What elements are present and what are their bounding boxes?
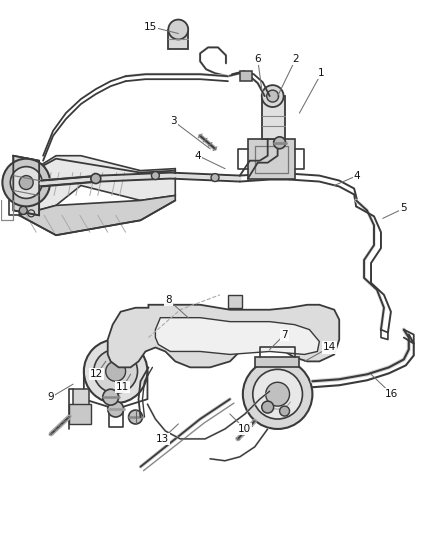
Polygon shape (155, 318, 319, 354)
Polygon shape (73, 389, 89, 414)
Circle shape (91, 174, 101, 183)
Text: 9: 9 (48, 392, 54, 402)
Circle shape (267, 90, 279, 102)
Text: 1: 1 (318, 68, 325, 78)
Text: 15: 15 (144, 21, 157, 31)
Circle shape (84, 340, 148, 403)
Circle shape (262, 401, 274, 413)
Text: 14: 14 (323, 343, 336, 352)
Text: 8: 8 (165, 295, 172, 305)
Circle shape (108, 401, 124, 417)
Circle shape (243, 359, 312, 429)
Circle shape (152, 172, 159, 180)
Polygon shape (69, 404, 91, 424)
Polygon shape (240, 71, 252, 81)
Polygon shape (13, 156, 39, 215)
Circle shape (106, 361, 126, 381)
Text: 16: 16 (385, 389, 399, 399)
Circle shape (103, 389, 119, 405)
Text: 4: 4 (195, 151, 201, 161)
Polygon shape (168, 29, 188, 50)
Circle shape (266, 382, 290, 406)
Text: 4: 4 (354, 171, 360, 181)
Polygon shape (19, 196, 175, 235)
Polygon shape (108, 305, 339, 367)
Polygon shape (262, 96, 285, 139)
Circle shape (211, 174, 219, 182)
Circle shape (168, 20, 188, 39)
Text: 13: 13 (156, 434, 169, 444)
Polygon shape (19, 156, 175, 215)
Circle shape (11, 167, 42, 198)
Circle shape (253, 369, 303, 419)
Circle shape (262, 85, 283, 107)
Circle shape (2, 159, 50, 206)
Polygon shape (248, 139, 294, 179)
Text: 5: 5 (400, 204, 407, 213)
Polygon shape (228, 295, 242, 308)
Text: 12: 12 (90, 369, 103, 379)
Circle shape (129, 410, 142, 424)
Circle shape (19, 206, 27, 214)
Circle shape (94, 350, 138, 393)
Circle shape (19, 175, 33, 190)
Text: 11: 11 (116, 382, 129, 392)
Circle shape (279, 406, 290, 416)
Text: 2: 2 (292, 54, 299, 64)
Text: 6: 6 (254, 54, 261, 64)
Text: 7: 7 (281, 329, 288, 340)
Text: 10: 10 (238, 424, 251, 434)
Text: 3: 3 (170, 116, 177, 126)
Polygon shape (255, 358, 300, 367)
Circle shape (274, 137, 286, 149)
